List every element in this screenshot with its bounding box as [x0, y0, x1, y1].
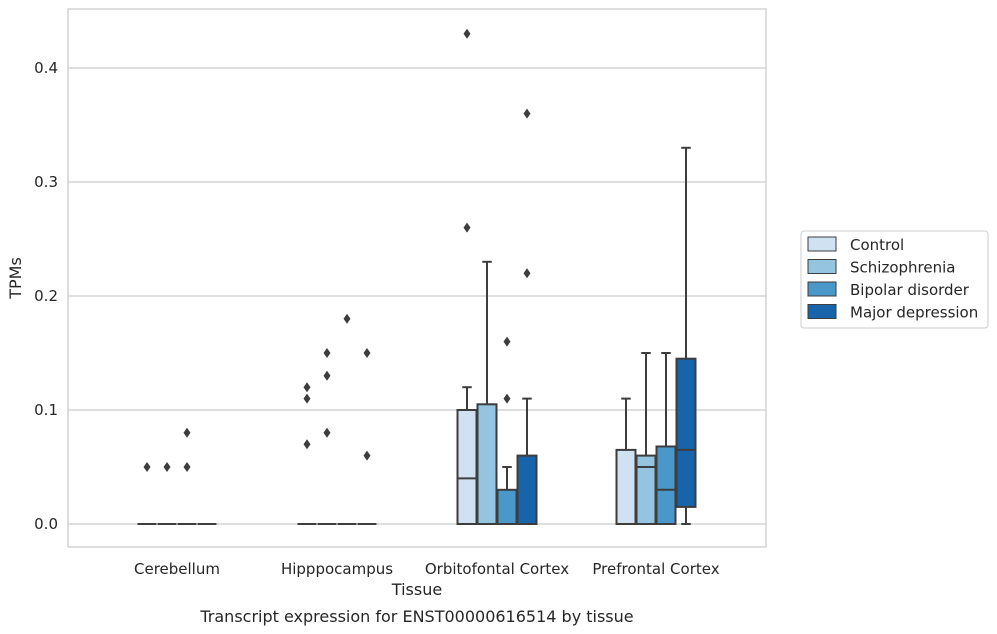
legend-frame: [800, 230, 989, 329]
outlier-point: [303, 439, 311, 450]
outlier-point: [183, 462, 191, 472]
legend: Control Schizophrenia Bipolar disorder Majo…: [800, 230, 989, 329]
x-tick-label: Prefrontal Cortex: [592, 560, 719, 578]
legend-swatch: [807, 281, 837, 297]
box-iqr: [476, 403, 498, 525]
x-axis-label: Tissue: [391, 580, 442, 599]
x-tick-label: Hipppocampus: [281, 560, 393, 578]
legend-label: Bipolar disorder: [850, 281, 970, 299]
y-tick-label: 0.4: [34, 59, 58, 77]
box-iqr: [675, 357, 697, 508]
outlier-point: [503, 393, 511, 404]
outlier-point: [503, 336, 511, 347]
outlier-point: [323, 370, 331, 381]
box-bipolar-disorder: [337, 313, 357, 525]
box-schizophrenia: [476, 260, 498, 525]
box-control: [297, 382, 317, 525]
box-control: [137, 462, 157, 525]
box-schizophrenia: [317, 348, 337, 525]
box-schizophrenia: [157, 462, 177, 525]
outlier-point: [323, 427, 331, 438]
outlier-point: [523, 268, 531, 279]
box-bipolar-disorder: [177, 427, 197, 525]
box-bipolar-disorder: [496, 336, 518, 525]
legend-label: Schizophrenia: [850, 259, 955, 277]
y-tick-label: 0.0: [34, 515, 58, 533]
outlier-point: [463, 222, 471, 233]
x-tick-label: Orbitofontal Cortex: [425, 560, 569, 578]
y-axis-label: TPMs: [6, 257, 25, 300]
legend-label: Major depression: [850, 304, 978, 322]
box-major-depression: [675, 146, 697, 525]
box-iqr: [655, 445, 677, 526]
outlier-point: [363, 450, 371, 461]
box-major-depression: [357, 348, 377, 525]
y-tick-labels: 0.0 0.1 0.2 0.3 0.4: [34, 59, 58, 533]
outlier-point: [163, 462, 171, 472]
box-groups: [137, 28, 697, 526]
box-iqr: [635, 454, 657, 526]
outlier-point: [303, 393, 311, 404]
y-tick-label: 0.1: [34, 401, 58, 419]
box-iqr: [456, 409, 478, 525]
outlier-point: [523, 108, 531, 119]
box-major-depression: [516, 108, 538, 526]
outlier-point: [183, 427, 191, 438]
box-control: [456, 28, 478, 525]
box-iqr: [516, 454, 538, 526]
box-schizophrenia: [635, 352, 657, 526]
outlier-point: [143, 462, 151, 472]
y-tick-label: 0.3: [34, 173, 58, 191]
plot-frame: [67, 8, 767, 548]
x-tick-label: Cerebellum: [134, 560, 220, 578]
legend-swatch: [807, 259, 837, 274]
outlier-point: [463, 28, 471, 39]
x-tick-labels: Cerebellum Hipppocampus Orbitofontal Corte…: [134, 560, 720, 578]
legend-label: Control: [850, 236, 904, 254]
chart-caption: Transcript expression for ENST0000061651…: [199, 607, 633, 626]
box-bipolar-disorder: [655, 352, 677, 526]
y-tick-label: 0.2: [34, 287, 58, 305]
outlier-point: [303, 382, 311, 393]
outlier-point: [363, 348, 371, 358]
legend-swatch: [807, 236, 837, 252]
box-iqr: [615, 448, 637, 525]
outlier-point: [343, 313, 351, 324]
outlier-point: [323, 348, 331, 358]
box-iqr: [496, 488, 518, 525]
box-control: [615, 397, 637, 525]
legend-swatch: [807, 304, 837, 319]
